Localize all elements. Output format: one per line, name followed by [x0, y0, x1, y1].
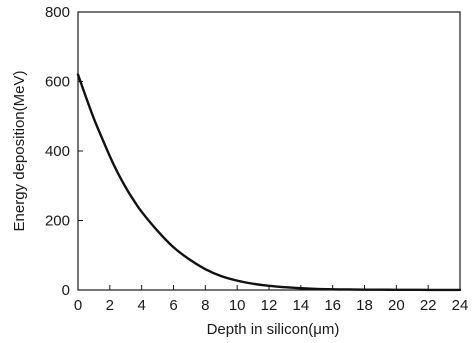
x-axis-label: Depth in silicon(μm) [207, 321, 340, 338]
x-tick-label: 24 [452, 297, 469, 314]
x-tick-label: 16 [324, 297, 341, 314]
x-tick-label: 8 [201, 297, 209, 314]
y-tick-label: 0 [62, 282, 70, 299]
x-tick-label: 2 [106, 297, 114, 314]
y-tick-label: 400 [45, 143, 70, 160]
y-axis-label: Energy deposition(MeV) [11, 71, 28, 232]
x-tick-label: 22 [420, 297, 437, 314]
x-tick-label: 12 [261, 297, 278, 314]
x-tick-label: 0 [74, 297, 82, 314]
plot-frame [77, 11, 461, 291]
x-tick-label: 6 [169, 297, 177, 314]
axes [77, 11, 461, 291]
y-tick-label: 200 [45, 213, 70, 230]
y-tick-label: 800 [45, 4, 70, 21]
y-tick-label: 600 [45, 74, 70, 91]
x-tick-label: 14 [292, 297, 309, 314]
x-tick-label: 20 [388, 297, 405, 314]
series-line-energy-deposition [76, 73, 462, 292]
x-tick-label: 4 [137, 297, 145, 314]
series [76, 73, 462, 292]
x-tick-label: 18 [356, 297, 373, 314]
x-tick-label: 10 [229, 297, 246, 314]
